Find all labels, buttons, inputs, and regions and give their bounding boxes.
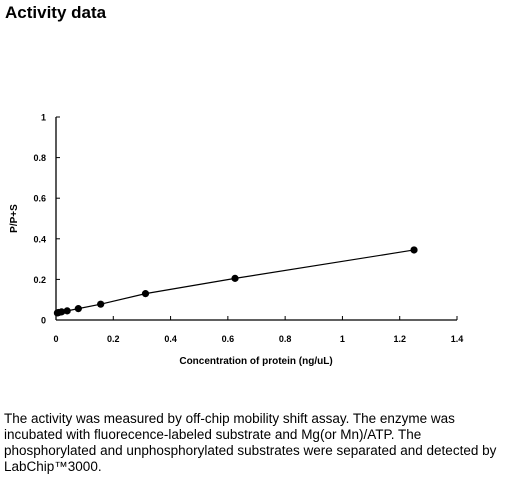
x-tick-label: 0 <box>53 334 58 344</box>
y-tick-label: 1 <box>41 113 46 123</box>
y-tick-label: 0.4 <box>33 234 46 244</box>
y-tick-label: 0.2 <box>33 275 46 285</box>
chart-axes <box>55 117 457 321</box>
data-point <box>231 274 239 282</box>
page-heading: Activity data <box>5 3 107 22</box>
y-tick-label: 0.6 <box>33 194 46 204</box>
y-ticks: 0 0.2 0.4 0.6 0.8 1 <box>33 113 60 326</box>
data-point <box>410 246 418 254</box>
activity-chart: 0 0.2 0.4 0.6 0.8 1 0 0.2 0.4 0.6 0.8 1 1.2 1.4 P/P+… <box>9 113 463 368</box>
data-point <box>97 300 105 308</box>
description-text: The activity was measured by off-chip mo… <box>4 411 497 474</box>
x-axis-label: Concentration of protein (ng/uL) <box>179 356 332 367</box>
data-point <box>74 305 82 313</box>
x-tick-label: 1 <box>340 334 345 344</box>
data-point <box>57 308 66 316</box>
x-tick-label: 0.2 <box>107 334 120 344</box>
x-tick-label: 0.6 <box>222 334 235 344</box>
chart-series <box>53 246 418 317</box>
x-ticks: 0 0.2 0.4 0.6 0.8 1 1.2 1.4 <box>53 316 463 344</box>
x-tick-label: 1.2 <box>393 334 406 344</box>
y-tick-label: 0 <box>41 316 46 326</box>
data-point <box>63 307 71 315</box>
data-point <box>141 290 150 298</box>
x-tick-label: 1.4 <box>451 334 464 344</box>
x-tick-label: 0.4 <box>164 334 177 344</box>
y-axis-label: P/P+S <box>9 204 20 233</box>
y-tick-label: 0.8 <box>33 153 46 163</box>
x-tick-label: 0.8 <box>279 334 292 344</box>
